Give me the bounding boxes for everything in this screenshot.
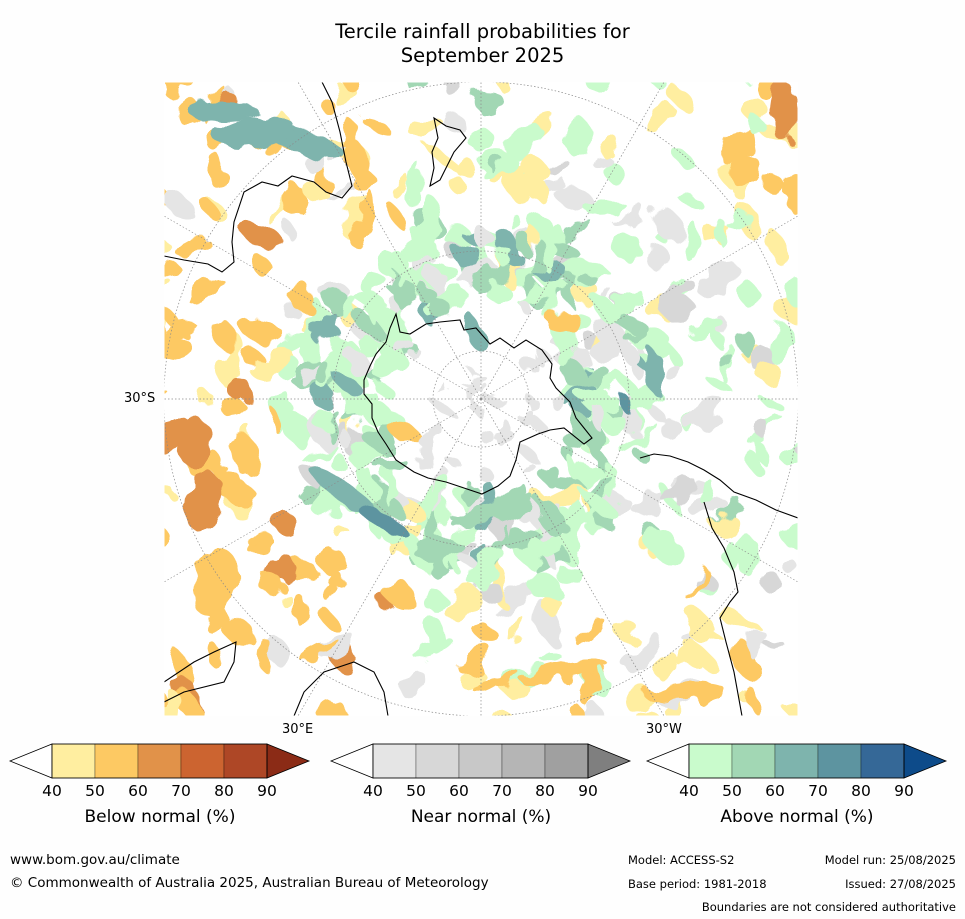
colorbar-above-normal [645,743,948,779]
colorbar-swatch [372,743,417,779]
colorbar-swatch [817,743,862,779]
colorbar-tick-label: 60 [765,782,785,800]
title-line-1: Tercile rainfall probabilities for [335,20,630,43]
colorbar-tick-label: 70 [808,782,828,800]
footer-url: www.bom.gov.au/climate [10,852,180,868]
title-line-2: September 2025 [400,44,565,67]
colorbar-low-arrow [329,743,374,779]
colorbar-tick-label: 50 [722,782,742,800]
footer-issued: Issued: 27/08/2025 [845,877,956,891]
colorbar-swatch [137,743,182,779]
colorbar-tick-label: 50 [85,782,105,800]
south-america-coast [639,453,799,717]
colorbar-swatch [501,743,546,779]
footer-model: Model: ACCESS-S2 [628,853,735,867]
colorbar-tick-label: 40 [679,782,699,800]
australia-coast [163,81,353,273]
colorbar-tick-label: 90 [894,782,914,800]
colorbar-near-title: Near normal (%) [410,807,552,827]
colorbar-high-arrow [266,743,311,779]
colorbar-above-swatches [645,743,948,779]
colorbar-swatch [51,743,96,779]
colorbar-swatch [415,743,460,779]
colorbar-swatch [544,743,589,779]
colorbar-below-title: Below normal (%) [84,807,236,827]
colorbar-swatch [688,743,733,779]
colorbar-above-title: Above normal (%) [720,807,874,827]
colorbar-tick-label: 90 [578,782,598,800]
africa-coast [163,641,389,717]
footer-disclaimer: Boundaries are not considered authoritat… [701,900,956,914]
new-zealand-coast [429,116,467,188]
colorbar-swatch [180,743,225,779]
antarctica-coast [363,312,593,495]
colorbar-near-normal [329,743,632,779]
map-title: Tercile rainfall probabilities for Septe… [0,20,965,68]
colorbar-tick-label: 80 [535,782,555,800]
colorbar-tick-label: 50 [406,782,426,800]
colorbar-tick-label: 70 [492,782,512,800]
lat-label-30s: 30°S [124,391,156,406]
lon-label-30e: 30°E [282,722,314,737]
footer-base-period: Base period: 1981-2018 [628,877,767,891]
colorbar-low-arrow [8,743,53,779]
colorbar-swatch [860,743,905,779]
colorbar-swatch [774,743,819,779]
colorbar-tick-label: 90 [257,782,277,800]
colorbar-near-swatches [329,743,632,779]
colorbar-tick-label: 40 [363,782,383,800]
colorbar-swatch [223,743,268,779]
colorbar-low-arrow [645,743,690,779]
colorbar-tick-label: 80 [851,782,871,800]
colorbar-high-arrow [903,743,948,779]
probability-map [0,0,965,899]
colorbar-swatch [458,743,503,779]
map-canvas [0,0,965,899]
colorbar-tick-label: 80 [214,782,234,800]
colorbar-tick-label: 70 [171,782,191,800]
colorbar-swatch [731,743,776,779]
colorbar-high-arrow [587,743,632,779]
colorbar-tick-label: 60 [128,782,148,800]
footer-model-run: Model run: 25/08/2025 [824,853,956,867]
colorbar-tick-label: 60 [449,782,469,800]
lon-label-30w: 30°W [646,722,682,737]
colorbar-swatch [94,743,139,779]
colorbar-tick-label: 40 [42,782,62,800]
coastlines [163,81,799,717]
colorbar-below-normal [8,743,311,779]
footer-copyright: © Commonwealth of Australia 2025, Austra… [10,875,489,891]
colorbar-below-swatches [8,743,311,779]
